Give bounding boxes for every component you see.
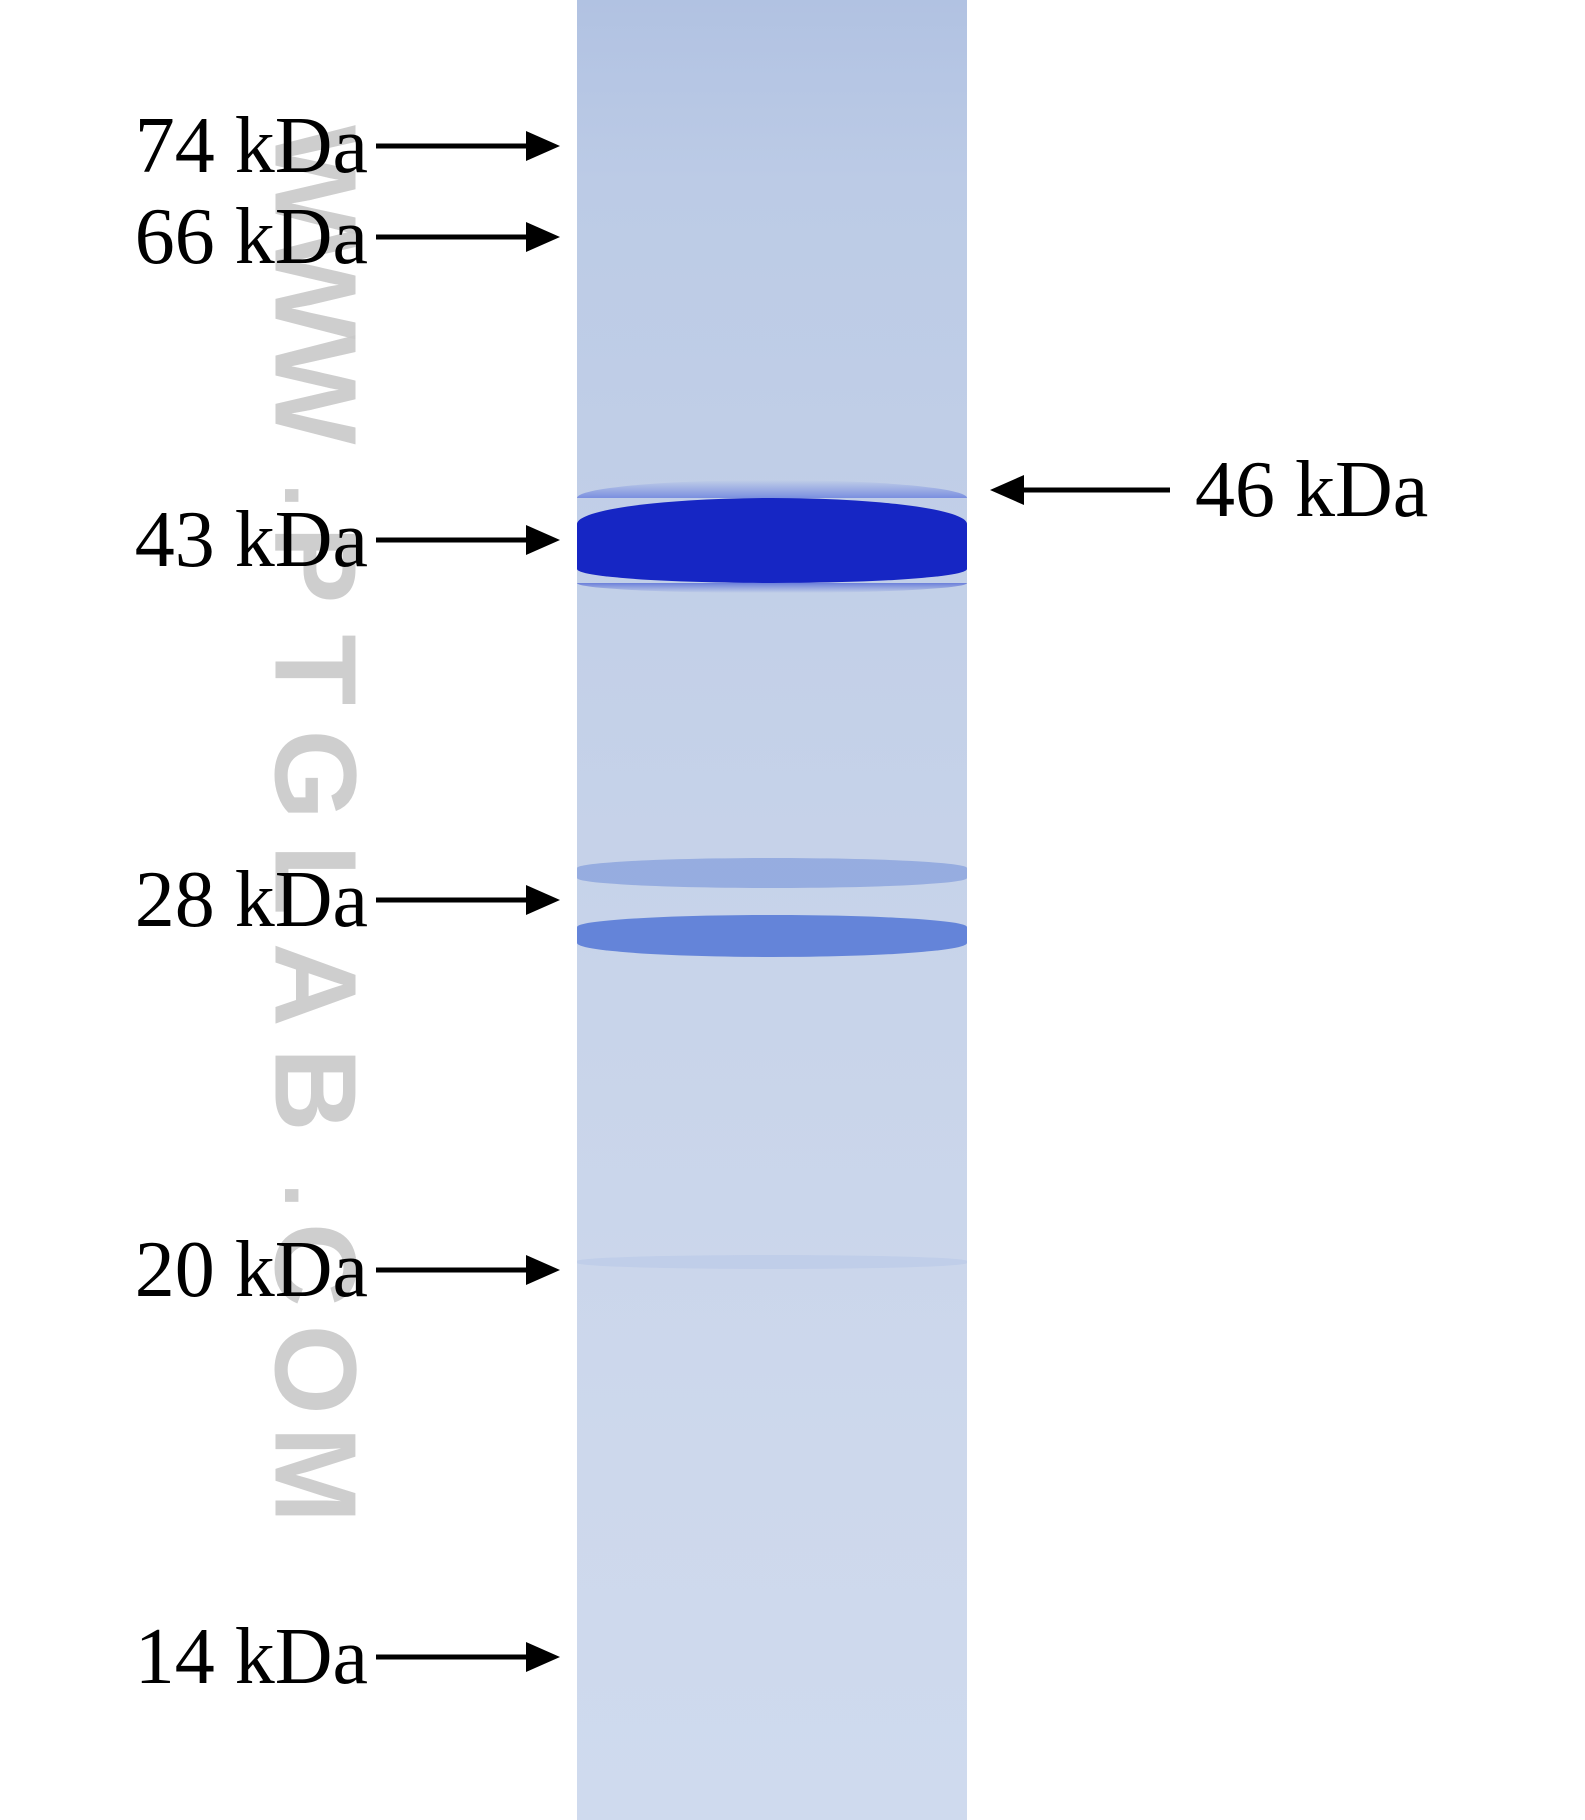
marker-label-43kda: 43 kDa — [135, 500, 368, 580]
gel-lane — [577, 0, 967, 1820]
marker-label-66kda: 66 kDa — [135, 197, 368, 277]
marker-label-74kda: 74 kDa — [135, 106, 368, 186]
faint-band-20kda — [577, 1255, 967, 1269]
watermark-letter: B — [246, 1026, 374, 1154]
watermark-letter: W — [246, 326, 374, 454]
result-arrow-icon — [990, 473, 1170, 512]
observed-mw-label: 46 kDa — [1195, 450, 1428, 530]
marker-arrow-icon — [376, 129, 560, 168]
main-band-46kda — [577, 498, 967, 583]
main-band-46kda-shadow — [577, 583, 967, 593]
watermark-letter: M — [246, 1411, 374, 1539]
marker-label-28kda: 28 kDa — [135, 860, 368, 940]
gel-figure: WWW.PTGLAB.COM 74 kDa66 kDa43 kDa28 kDa2… — [0, 0, 1585, 1820]
main-band-46kda-fringe — [577, 480, 967, 498]
marker-arrow-icon — [376, 1253, 560, 1292]
minor-band-lower-28kda — [577, 915, 967, 957]
minor-band-upper-28kda — [577, 858, 967, 888]
marker-arrow-icon — [376, 883, 560, 922]
watermark-letter: T — [246, 606, 374, 734]
watermark-letter: G — [246, 711, 374, 839]
watermark-letter: O — [246, 1306, 374, 1434]
marker-label-14kda: 14 kDa — [135, 1617, 368, 1697]
marker-label-20kda: 20 kDa — [135, 1230, 368, 1310]
marker-arrow-icon — [376, 523, 560, 562]
marker-arrow-icon — [376, 1640, 560, 1679]
marker-arrow-icon — [376, 220, 560, 259]
